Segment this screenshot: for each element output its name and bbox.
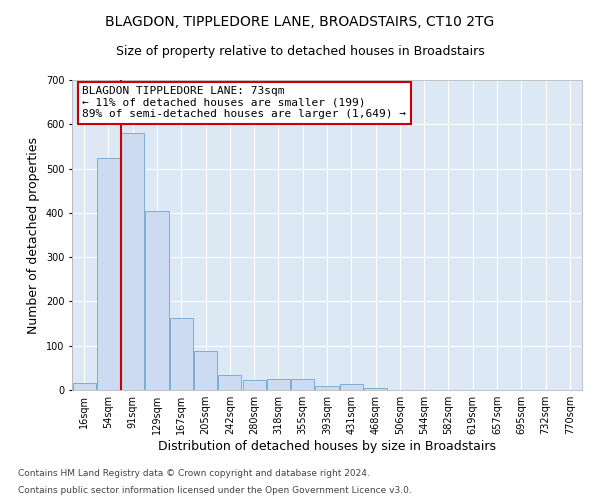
Bar — [218, 374, 241, 390]
Bar — [194, 352, 217, 390]
Bar — [316, 386, 338, 390]
Text: BLAGDON, TIPPLEDORE LANE, BROADSTAIRS, CT10 2TG: BLAGDON, TIPPLEDORE LANE, BROADSTAIRS, C… — [106, 15, 494, 29]
Bar — [121, 133, 144, 390]
Bar — [97, 158, 120, 390]
Text: Size of property relative to detached houses in Broadstairs: Size of property relative to detached ho… — [116, 45, 484, 58]
Y-axis label: Number of detached properties: Number of detached properties — [28, 136, 40, 334]
Bar — [145, 210, 169, 390]
Text: Contains HM Land Registry data © Crown copyright and database right 2024.: Contains HM Land Registry data © Crown c… — [18, 468, 370, 477]
Text: BLAGDON TIPPLEDORE LANE: 73sqm
← 11% of detached houses are smaller (199)
89% of: BLAGDON TIPPLEDORE LANE: 73sqm ← 11% of … — [82, 86, 406, 120]
Bar — [340, 384, 363, 390]
Bar — [267, 380, 290, 390]
Text: Contains public sector information licensed under the Open Government Licence v3: Contains public sector information licen… — [18, 486, 412, 495]
Bar — [364, 388, 387, 390]
Bar — [291, 380, 314, 390]
Bar — [170, 318, 193, 390]
X-axis label: Distribution of detached houses by size in Broadstairs: Distribution of detached houses by size … — [158, 440, 496, 453]
Bar — [73, 384, 95, 390]
Bar — [242, 380, 266, 390]
